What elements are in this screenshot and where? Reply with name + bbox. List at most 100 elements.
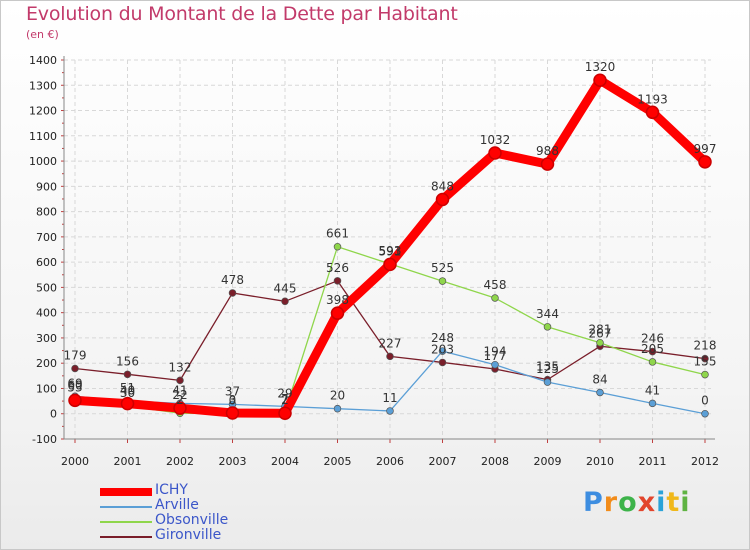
y-tick-label: 500 <box>36 281 57 294</box>
data-label-ichy: 40 <box>120 384 135 398</box>
data-point-ichy <box>68 393 82 408</box>
data-label-gironville: 179 <box>64 349 87 363</box>
data-label-arville: 29 <box>277 386 292 400</box>
data-label-obsonville: 155 <box>694 355 717 369</box>
data-label-gironville: 218 <box>694 339 717 353</box>
data-label-ichy: 1320 <box>585 60 616 74</box>
data-point-arville <box>648 399 657 408</box>
data-label-obsonville: 281 <box>589 323 612 337</box>
legend-swatch <box>100 488 152 496</box>
data-label-gironville: 267 <box>589 326 612 340</box>
data-label-gironville: 445 <box>274 281 297 295</box>
data-label-obsonville: 60 <box>67 379 82 393</box>
data-point-ichy <box>120 396 135 411</box>
data-label-obsonville: 593 <box>379 244 402 258</box>
data-point-ichy <box>278 406 292 420</box>
brand-letter: P <box>583 487 604 518</box>
y-tick-label: 1300 <box>29 79 57 92</box>
data-label-ichy: 2 <box>281 393 289 407</box>
data-label-obsonville: 2 <box>176 393 184 407</box>
brand-letter: o <box>618 487 638 518</box>
legend-label: Arville <box>155 497 199 513</box>
data-point-gironville <box>648 347 657 356</box>
data-label-arville: 248 <box>431 331 454 345</box>
x-tick-label: 2012 <box>691 455 719 468</box>
data-point-ichy <box>225 406 240 420</box>
chart-subtitle: (en €) <box>26 28 59 41</box>
data-point-obsonville <box>701 370 709 379</box>
data-label-arville: 69 <box>67 376 82 390</box>
data-label-gironville: 156 <box>116 354 139 368</box>
y-tick-label: 0 <box>50 408 57 421</box>
data-label-obsonville: 0 <box>229 394 237 408</box>
legend-label: Gironville <box>155 527 222 543</box>
data-point-ichy <box>435 192 450 207</box>
data-label-ichy: 22 <box>172 388 187 402</box>
legend-swatch <box>100 536 152 538</box>
data-point-arville <box>386 407 394 415</box>
x-tick-label: 2005 <box>324 455 352 468</box>
data-point-ichy <box>488 146 502 160</box>
brand-letter: i <box>680 487 691 518</box>
x-tick-label: 2008 <box>481 455 509 468</box>
x-tick-label: 2011 <box>639 455 667 468</box>
data-label-ichy: 53 <box>67 380 82 394</box>
data-point-arville <box>596 388 604 397</box>
data-point-gironville <box>438 358 447 367</box>
data-label-ichy: 997 <box>694 142 717 156</box>
data-point-gironville <box>386 352 394 361</box>
data-point-obsonville <box>491 294 499 302</box>
data-label-ichy: 1193 <box>637 92 668 106</box>
data-point-obsonville <box>543 323 552 331</box>
data-point-ichy <box>383 257 397 272</box>
x-tick-label: 2003 <box>219 455 247 468</box>
data-label-arville: 11 <box>382 391 397 405</box>
data-label-arville: 20 <box>330 389 345 403</box>
data-point-obsonville <box>438 277 447 285</box>
x-tick-label: 2001 <box>114 455 142 468</box>
data-point-gironville <box>71 364 79 373</box>
data-point-obsonville <box>333 242 342 251</box>
brand-letter: t <box>666 487 681 518</box>
data-label-arville: 37 <box>225 384 240 398</box>
data-point-arville <box>543 378 552 386</box>
data-label-arville: 51 <box>120 381 135 395</box>
y-tick-label: 400 <box>36 307 57 320</box>
y-tick-label: 700 <box>36 231 57 244</box>
data-label-obsonville: 30 <box>120 386 135 400</box>
legend-label: Obsonville <box>155 512 229 528</box>
data-label-obsonville: 661 <box>326 227 349 241</box>
y-tick-label: -100 <box>32 433 57 446</box>
x-tick-label: 2006 <box>376 455 404 468</box>
data-label-obsonville: 525 <box>431 261 454 275</box>
y-tick-label: 300 <box>36 332 57 345</box>
chart-title: Evolution du Montant de la Dette par Hab… <box>26 3 458 25</box>
y-tick-label: 1100 <box>29 130 57 143</box>
data-point-ichy <box>330 306 345 320</box>
data-label-ichy: 848 <box>431 179 454 193</box>
legend-swatch <box>100 521 152 523</box>
x-tick-label: 2009 <box>534 455 562 468</box>
brand-logo: Proxiti <box>583 487 691 518</box>
data-label-ichy: 591 <box>379 244 402 258</box>
data-point-obsonville <box>596 338 604 347</box>
x-tick-label: 2010 <box>586 455 614 468</box>
legend-swatch <box>100 506 152 508</box>
legend-label: ICHY <box>155 482 188 498</box>
grid <box>64 59 711 440</box>
data-point-ichy <box>593 73 607 87</box>
y-tick-label: 1200 <box>29 105 57 118</box>
data-point-gironville <box>176 376 184 385</box>
data-point-arville <box>701 409 709 418</box>
data-label-ichy: 988 <box>536 144 559 158</box>
data-label-arville: 84 <box>592 373 607 387</box>
x-tick-label: 2002 <box>166 455 194 468</box>
data-label-gironville: 246 <box>641 332 664 346</box>
data-point-ichy <box>173 401 187 415</box>
data-label-gironville: 177 <box>484 349 507 363</box>
data-label-arville: 41 <box>645 383 660 397</box>
data-point-ichy <box>540 157 555 171</box>
y-tick-label: 900 <box>36 180 57 193</box>
data-point-ichy <box>645 105 660 120</box>
